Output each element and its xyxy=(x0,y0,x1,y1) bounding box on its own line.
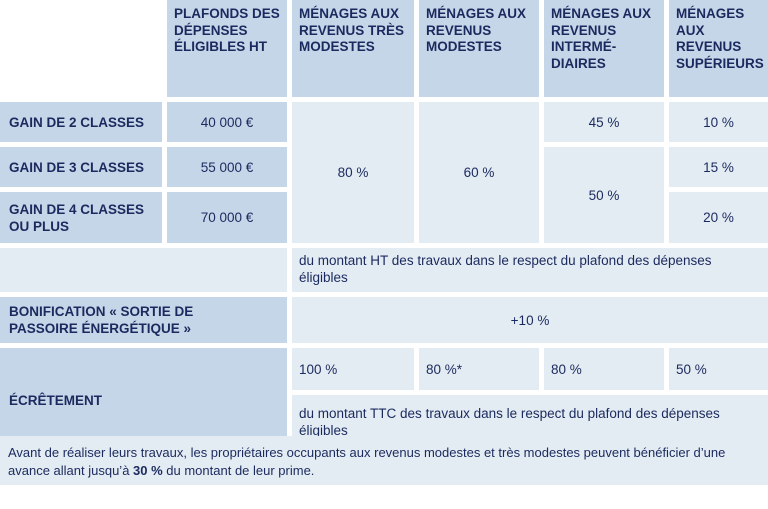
row-label-gain-3: GAIN DE 3 CLASSES xyxy=(0,147,162,187)
footer-text-end: du montant de leur prime. xyxy=(162,463,315,478)
rate-tres-modestes: 80 % xyxy=(292,102,414,243)
rate-modestes: 60 % xyxy=(419,102,539,243)
empty-cell xyxy=(0,248,287,292)
montant-ht-note: du montant HT des travaux dans le respec… xyxy=(292,248,768,292)
rate-superieurs-gain-2: 10 % xyxy=(669,102,768,142)
header-intermediaires: MÉNAGES AUX REVENUS INTERMÉ-DIAIRES xyxy=(544,0,664,97)
ecretement-label: ÉCRÊTEMENT xyxy=(0,348,287,453)
plafond-gain-3: 55 000 € xyxy=(167,147,287,187)
plafond-gain-4: 70 000 € xyxy=(167,192,287,243)
ecretement-tres-modestes: 100 % xyxy=(292,348,414,390)
rate-superieurs-gain-3: 15 % xyxy=(669,147,768,187)
row-label-gain-2: GAIN DE 2 CLASSES xyxy=(0,102,162,142)
footer-note: Avant de réaliser leurs travaux, les pro… xyxy=(0,436,768,485)
header-plafonds: PLAFONDS DES DÉPENSES ÉLIGIBLES HT xyxy=(167,0,287,97)
footer-highlight: 30 % xyxy=(133,463,163,478)
plafond-gain-2: 40 000 € xyxy=(167,102,287,142)
footer-text: Avant de réaliser leurs travaux, les pro… xyxy=(8,445,726,478)
header-modestes: MÉNAGES AUX REVENUS MODESTES xyxy=(419,0,539,97)
row-label-gain-4: GAIN DE 4 CLASSES OU PLUS xyxy=(0,192,162,243)
rate-intermediaires-gain-2: 45 % xyxy=(544,102,664,142)
rate-intermediaires-gain-3-4: 50 % xyxy=(544,147,664,243)
header-superieurs: MÉNAGES AUX REVENUS SUPÉRIEURS xyxy=(669,0,768,97)
ecretement-modestes: 80 %* xyxy=(419,348,539,390)
bonification-value: +10 % xyxy=(292,297,768,343)
header-tres-modestes: MÉNAGES AUX REVENUS TRÈS MODESTES xyxy=(292,0,414,97)
bonification-label: BONIFICATION « SORTIE DE PASSOIRE ÉNERGÉ… xyxy=(0,297,287,343)
ecretement-superieurs: 50 % xyxy=(669,348,768,390)
rate-superieurs-gain-4: 20 % xyxy=(669,192,768,243)
ecretement-intermediaires: 80 % xyxy=(544,348,664,390)
